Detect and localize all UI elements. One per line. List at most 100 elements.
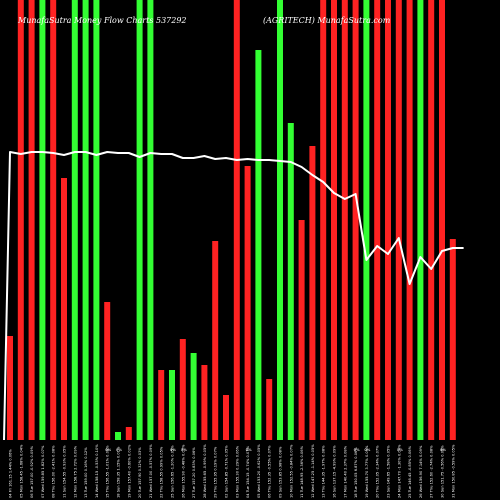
- x-tick-label-29: 13 Thu 144.35 -1.97% 0.08%: [322, 445, 326, 498]
- x-tick-label-28: 12 Wed 147.25 -1.14% 0.05%: [311, 444, 315, 498]
- bars-layer: [7, 0, 456, 440]
- x-tick-label-36: 24 Mon 147.70 -1.30% 0.04%: [397, 444, 401, 498]
- x-tick-label-19: 29 Thu 155.95 0.19% 0.07%: [214, 446, 218, 498]
- bar-41: [449, 239, 456, 440]
- bar-22: [244, 166, 251, 440]
- x-tick-label-1: 05 Mon 158.45 -1.68% 0.04%: [19, 444, 23, 498]
- x-tick-label-12: 20 Tue 157.90 0.32% 0.03%: [138, 447, 142, 498]
- bar-37: [406, 0, 413, 440]
- x-tick-label-23: 05 Wed 153.20 -0.62% 0.05%: [257, 444, 261, 498]
- percent-label-10: 0%: [116, 447, 122, 452]
- x-tick-label-7: 13 Tue 159.00 0.16% 0.12%: [84, 447, 88, 498]
- bar-18: [201, 365, 208, 440]
- x-tick-label-37: 25 Tue 146.45 -0.85% 0.06%: [408, 445, 412, 498]
- price-line: [3, 151, 464, 441]
- x-tick-label-32: 18 Tue 150.05 6.87% 0.06%: [354, 447, 358, 498]
- bar-11: [125, 427, 132, 440]
- bar-29: [320, 0, 327, 440]
- x-tick-label-25: 09 Sun 153.85 0.98% 0.08%: [279, 446, 283, 498]
- bar-38: [417, 0, 424, 440]
- bar-33: [363, 0, 370, 440]
- bar-30: [331, 0, 337, 440]
- bar-39: [428, 0, 435, 440]
- bar-12: [136, 0, 143, 440]
- percent-label-33: 0%: [364, 447, 370, 452]
- x-tick-label-6: 12 Mon 158.75 2.72% 0.09%: [73, 445, 77, 498]
- x-tick-label-9: 15 Thu 156.55 -1.01% 0.08%: [106, 445, 110, 498]
- bar-14: [158, 370, 165, 440]
- percent-label-36: 0%: [397, 447, 403, 452]
- x-tick-label-22: 04 Tue 154.15 -0.74% 0.07%: [246, 445, 250, 498]
- bar-32: [352, 0, 359, 440]
- bar-40: [439, 0, 445, 440]
- bar-13: [147, 0, 154, 440]
- x-tick-label-35: 23 Sun 149.65 -1.58% 0.05%: [387, 445, 391, 498]
- bar-6: [71, 0, 78, 440]
- x-tick-label-41: 31 Mon 150.85 -0.59% 0.05%: [451, 444, 455, 498]
- x-tick-label-38: 26 Wed 156.90 7.14% 0.09%: [419, 445, 423, 498]
- x-tick-label-13: 21 Wed 157.00 -0.57% 0.09%: [149, 444, 153, 498]
- bar-24: [266, 379, 273, 440]
- percent-label-9: 0%: [105, 447, 111, 452]
- bar-20: [223, 395, 229, 440]
- x-tick-label-24: 06 Thu 152.35 -0.55% 0.07%: [268, 445, 272, 498]
- bar-19: [212, 241, 219, 440]
- x-tick-label-30: 16 Sun 137.15 -4.99% 0.09%: [333, 445, 337, 498]
- x-tick-label-0: 04 Fri 161.15 1.44% 0.06%: [9, 449, 13, 498]
- x-tick-label-26: 10 Mon 152.55 -0.84% 0.07%: [289, 444, 293, 498]
- bar-31: [341, 0, 348, 440]
- bar-36: [395, 0, 402, 440]
- x-tick-label-15: 25 Sun 156.65 -1.20% 0.05%: [171, 445, 175, 498]
- bar-7: [82, 0, 89, 440]
- percent-labels-layer: 0% 0% 0% 0% 0% 0% 0% 0% 0%: [105, 447, 446, 452]
- x-tick-label-3: 07 Wed 159.85 1.82% 0.07%: [41, 445, 45, 498]
- bar-1: [17, 0, 24, 440]
- bar-21: [233, 0, 240, 440]
- x-tick-label-11: 19 Mon 157.40 -0.60% 0.02%: [127, 444, 131, 498]
- x-tick-label-2: 06 Tue 157.00 -0.92% 0.09%: [30, 445, 34, 498]
- chart-title-right: (AGRITECH) MunafaSutra.com: [263, 16, 391, 25]
- bar-15: [169, 370, 175, 440]
- bar-26: [287, 123, 294, 440]
- x-tick-label-5: 11 Sun 154.55 -0.93% 0.05%: [63, 445, 67, 498]
- x-tick-label-14: 22 Thu 158.55 0.99% 0.05%: [160, 446, 164, 498]
- x-tick-label-39: 27 Thu 152.60 -2.74% 0.08%: [430, 445, 434, 498]
- x-tick-label-33: 19 Wed 155.70 3.77% 0.09%: [365, 445, 369, 498]
- percent-label-16: 0%: [181, 447, 187, 452]
- percent-label-22: 0%: [246, 447, 252, 452]
- bar-34: [374, 0, 381, 440]
- bar-2: [28, 0, 35, 440]
- x-tick-label-17: 27 Tue 157.20 0.83% 0.06%: [192, 447, 196, 498]
- bar-5: [61, 178, 67, 440]
- chart-title-left: MunafaSutra Money Flow Charts 537292: [17, 16, 187, 25]
- bar-27: [298, 220, 305, 440]
- bar-17: [190, 353, 197, 440]
- x-tick-label-18: 28 Wed 155.65 -0.99% 0.05%: [203, 444, 207, 498]
- bar-10: [115, 432, 121, 440]
- bar-16: [179, 339, 186, 440]
- bar-0: [7, 336, 13, 440]
- x-tick-label-27: 11 Tue 148.95 -2.36% 0.06%: [300, 445, 304, 498]
- price-line-layer: [3, 151, 464, 441]
- percent-label-15: 0%: [170, 447, 176, 452]
- x-tick-label-16: 26 Mon 155.90 -0.48% 0.07%: [181, 444, 185, 498]
- bar-23: [255, 50, 262, 440]
- bar-9: [104, 302, 111, 440]
- x-tick-label-10: 18 Sun 158.35 1.15% 0.01%: [117, 446, 121, 498]
- x-tick-label-34: 20 Thu 152.05 -2.34% 0.07%: [376, 445, 380, 498]
- bar-4: [50, 0, 57, 440]
- percent-label-32: 0%: [354, 447, 360, 452]
- bar-25: [277, 0, 283, 440]
- bar-35: [385, 0, 391, 440]
- bar-3: [39, 0, 46, 440]
- percent-label-40: 0%: [440, 447, 446, 452]
- bar-28: [309, 146, 316, 440]
- x-tick-labels-layer: 04 Fri 161.15 1.44% 0.06% 05 Mon 158.45 -…: [9, 444, 456, 498]
- bar-8: [93, 0, 100, 440]
- x-tick-label-8: 14 Wed 158.15 -0.53% 0.10%: [95, 444, 99, 498]
- x-tick-label-4: 08 Thu 156.00 -2.41% 0.08%: [52, 445, 56, 498]
- x-tick-label-31: 17 Mon 140.40 2.37% 0.08%: [343, 445, 347, 498]
- x-tick-label-40: 30 Sun 151.75 -0.56% 0.06%: [441, 445, 445, 498]
